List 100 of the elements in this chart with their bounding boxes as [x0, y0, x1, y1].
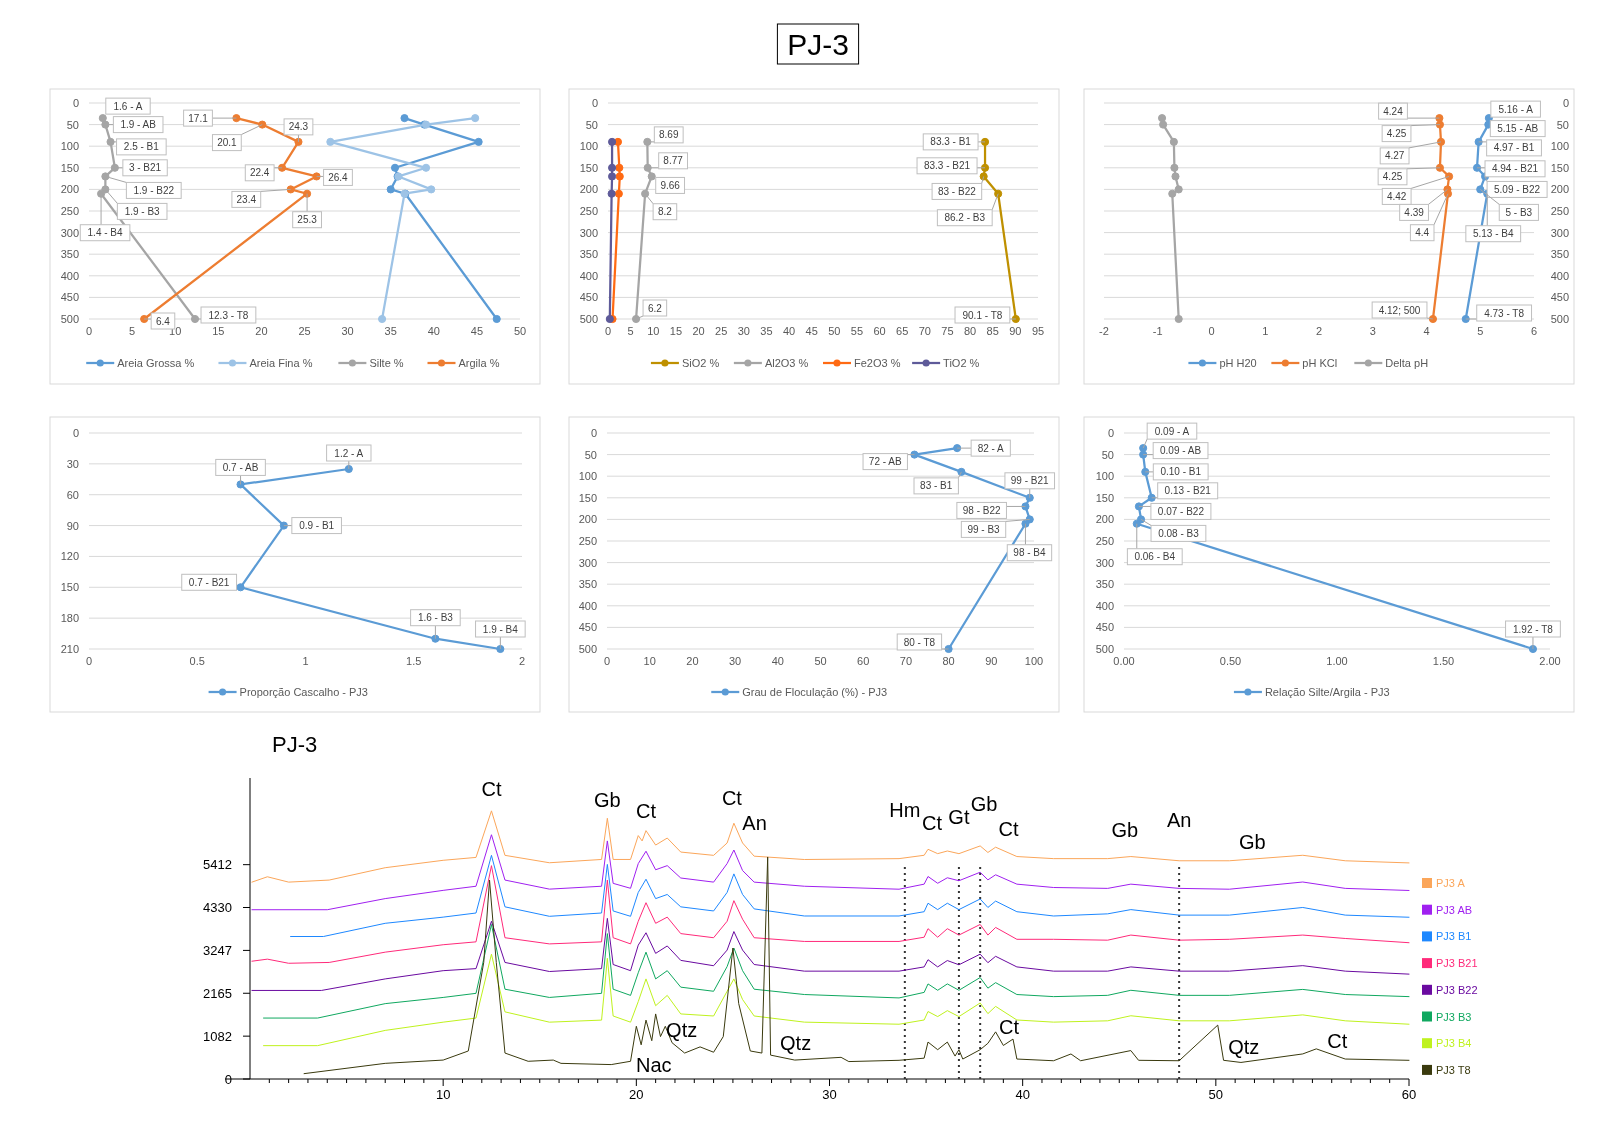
- annotation: 6.2: [647, 302, 663, 314]
- y-tick-label: 120: [60, 550, 79, 563]
- legend-label: PJ3 AB: [1436, 903, 1473, 916]
- annotation: 0.10 - B1: [1160, 466, 1202, 478]
- y-tick-label: 200: [579, 183, 598, 196]
- annotation: 1.92 - T8: [1513, 623, 1554, 635]
- y-tick-label: 250: [578, 535, 597, 547]
- annotation: 23.4: [236, 193, 257, 205]
- x-tick-label: 0: [85, 655, 93, 667]
- x-tick-label: 5: [1477, 325, 1484, 337]
- annotation: 0.13 - B21: [1164, 485, 1212, 497]
- annotation: 9.66: [660, 179, 681, 191]
- y-tick-label: 60: [66, 488, 79, 501]
- y-tick-label: 0: [590, 427, 597, 439]
- y-tick-label: 400: [1095, 599, 1114, 612]
- x-tick-label: 1: [302, 655, 309, 667]
- annotation: 1.6 - A: [113, 100, 143, 112]
- y-tick-label: 30: [66, 457, 79, 470]
- x-tick-label: 90: [1009, 325, 1022, 337]
- legend-label: pH H20: [1219, 357, 1257, 369]
- x-tick-label: 0: [604, 325, 612, 337]
- y-tick-label: 0: [1562, 97, 1569, 109]
- annotation: 5.16 - A: [1498, 103, 1534, 115]
- x-tick-label: 75: [941, 325, 954, 337]
- y-tick-label: 400: [579, 269, 598, 282]
- x-tick-label: 15: [212, 325, 225, 337]
- annotation: Gb: [970, 792, 998, 815]
- annotation: 4.42: [1386, 190, 1407, 202]
- y-tick-label: 0: [224, 1071, 232, 1087]
- x-tick-label: 25: [298, 325, 311, 337]
- x-tick-label: 60: [857, 655, 870, 667]
- legend-label: PJ3 B21: [1436, 957, 1478, 970]
- x-tick-label: 40: [1015, 1087, 1030, 1102]
- annotation: 20.1: [217, 137, 238, 149]
- annotation: 0.7 - AB: [222, 461, 259, 473]
- x-tick-label: 1.00: [1326, 655, 1348, 667]
- legend-label: PJ3 B4: [1436, 1037, 1472, 1050]
- y-tick-label: 150: [1095, 491, 1114, 504]
- annotation: 8.69: [659, 129, 679, 141]
- y-tick-label: 0: [591, 97, 598, 109]
- legend-label: Silte %: [369, 357, 404, 369]
- y-tick-label: 50: [585, 118, 598, 131]
- annotation: An: [742, 811, 767, 834]
- y-tick-label: 2165: [203, 985, 232, 1001]
- annotation: 1.2 - A: [334, 447, 364, 459]
- x-tick-label: 10: [643, 655, 656, 667]
- annotation: 0.06 - B4: [1134, 551, 1176, 563]
- y-tick-label: 250: [579, 205, 598, 217]
- y-tick-label: 200: [578, 513, 597, 526]
- x-tick-label: 20: [692, 325, 705, 337]
- annotation: 2.5 - B1: [123, 141, 160, 153]
- annotation: 4.27: [1384, 150, 1405, 162]
- annotation: 1.4 - B4: [87, 227, 124, 239]
- annotation: An: [1166, 808, 1192, 831]
- annotation: 6.4: [156, 315, 171, 327]
- x-tick-label: 1: [1262, 325, 1269, 337]
- annotation: Ct: [1327, 1029, 1348, 1052]
- annotation: 0.09 - AB: [1160, 445, 1202, 457]
- y-tick-label: 150: [578, 491, 597, 504]
- y-tick-label: 450: [578, 621, 597, 634]
- annotation: Ct: [922, 812, 943, 835]
- annotation: 1.6 - B3: [417, 612, 454, 624]
- annotation: Ct: [998, 818, 1020, 841]
- y-tick-label: 3247: [203, 942, 232, 958]
- y-tick-label: 150: [60, 161, 79, 174]
- chart-title: PJ-3: [272, 731, 318, 757]
- legend-label: Argila %: [458, 357, 500, 369]
- y-tick-label: 350: [1550, 248, 1569, 261]
- x-tick-label: 100: [1024, 655, 1044, 667]
- y-tick-label: 450: [1550, 291, 1569, 304]
- annotation: Ct: [721, 787, 743, 810]
- legend-label: Relação Silte/Argila - PJ3: [1264, 686, 1390, 698]
- y-tick-label: 100: [60, 140, 79, 153]
- annotation: 90.1 - T8: [962, 309, 1003, 321]
- x-tick-label: 90: [985, 655, 998, 667]
- y-tick-label: 500: [579, 313, 598, 325]
- annotation: 5 - B3: [1505, 206, 1533, 218]
- x-tick-label: 60: [873, 325, 886, 337]
- annotation: 82 - A: [977, 442, 1005, 454]
- annotation: 1.9 - B3: [124, 205, 161, 217]
- x-tick-label: 5: [627, 325, 634, 337]
- x-tick-label: 30: [737, 325, 750, 337]
- x-tick-label: 4: [1423, 325, 1430, 337]
- y-tick-label: 300: [1550, 226, 1569, 239]
- y-tick-label: 1082: [203, 1028, 232, 1044]
- y-tick-label: 250: [60, 205, 79, 217]
- annotation: 22.4: [249, 167, 270, 179]
- y-tick-label: 100: [1550, 140, 1569, 153]
- x-tick-label: 20: [629, 1087, 644, 1102]
- y-tick-label: 300: [579, 226, 598, 239]
- annotation: 5.13 - B4: [1472, 228, 1514, 240]
- x-tick-label: 50: [1208, 1087, 1224, 1102]
- y-tick-label: 4330: [203, 900, 232, 916]
- annotation: 4.94 - B21: [1491, 163, 1539, 175]
- legend-label: SiO2 %: [681, 357, 720, 369]
- y-tick-label: 100: [1095, 470, 1114, 483]
- annotation: Hm: [889, 798, 921, 821]
- y-tick-label: 200: [1095, 513, 1114, 526]
- y-tick-label: 400: [60, 269, 79, 282]
- x-tick-label: 2.00: [1539, 655, 1561, 667]
